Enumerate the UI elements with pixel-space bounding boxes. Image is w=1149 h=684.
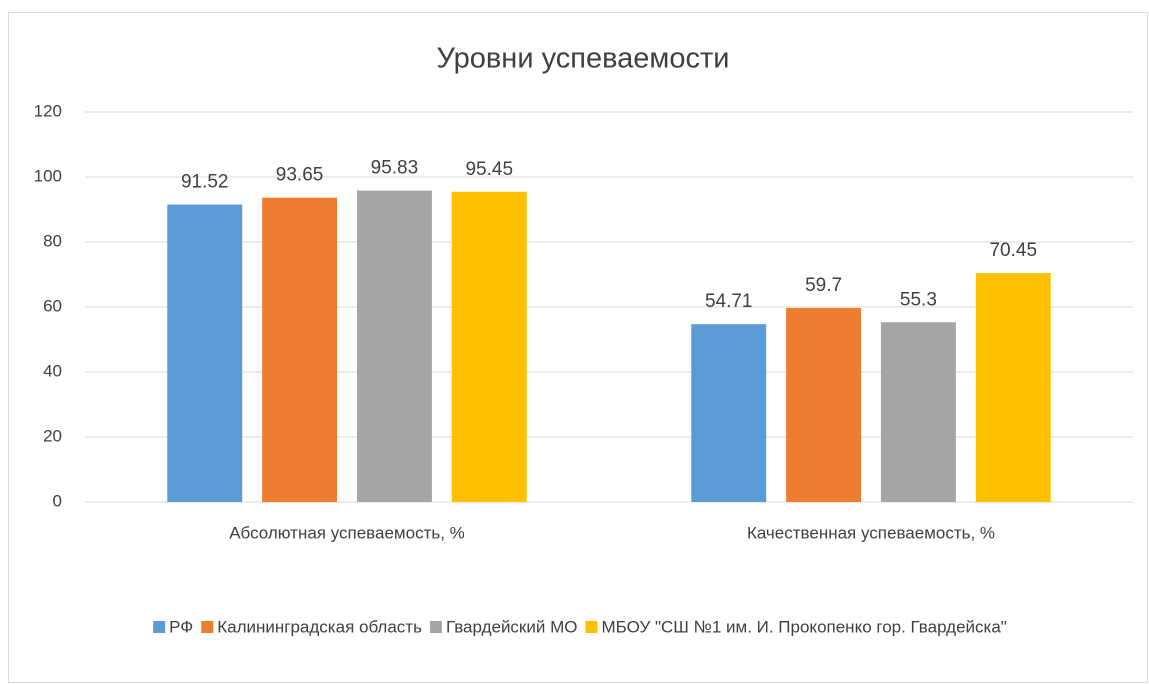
chart-title: Уровни успеваемости [437,43,730,75]
data-label: 55.3 [900,289,937,310]
bar [975,273,1051,502]
bar [451,191,527,502]
y-tick-label: 40 [43,361,62,380]
bar [262,197,338,502]
bar [691,324,767,502]
data-label: 91.52 [181,172,229,193]
y-tick-label: 80 [43,231,62,250]
legend-label: Калининградская область [217,617,422,636]
data-label: 93.65 [276,165,324,186]
legend-swatch [585,621,598,633]
y-tick-label: 100 [34,166,62,185]
legend-swatch [201,621,214,633]
legend-swatch [153,621,166,633]
bar [786,307,862,502]
data-label: 95.83 [371,158,419,179]
legend: РФ Калининградская область Гвардейский МО М… [153,617,1007,636]
bar [880,322,956,502]
data-label: 95.45 [465,159,513,180]
legend-label: МБОУ "СШ №1 им. И. Прокопенко гор. Гвард… [601,617,1006,636]
legend-label: РФ [169,617,193,636]
legend-label: Гвардейский МО [446,617,578,636]
y-tick-label: 0 [53,491,62,510]
x-tick-label: Качественная успеваемость, % [747,523,995,542]
data-label: 70.45 [989,240,1037,261]
legend-swatch [429,621,442,633]
bar [356,190,432,503]
y-tick-label: 60 [43,296,62,315]
y-tick-label: 20 [43,426,62,445]
data-label: 54.71 [705,291,753,312]
bar [167,204,243,502]
data-label: 59.7 [805,275,842,296]
x-tick-label: Абсолютная успеваемость, % [229,523,465,542]
y-tick-label: 120 [34,101,62,120]
